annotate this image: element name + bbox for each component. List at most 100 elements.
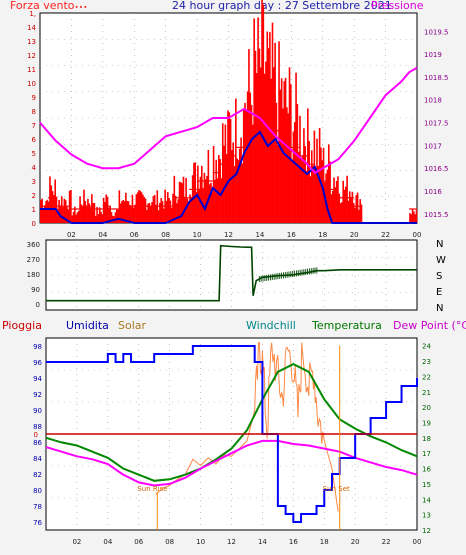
wind-speed-bar bbox=[341, 202, 343, 223]
wind-speed-bar bbox=[303, 128, 305, 223]
wind-speed-bar bbox=[85, 205, 88, 223]
wind-speed-bar bbox=[299, 115, 301, 223]
wind-speed-bar bbox=[207, 149, 210, 223]
wind-speed-bar bbox=[291, 161, 293, 223]
wind-speed-bar bbox=[77, 210, 80, 223]
wind-speed-bar bbox=[76, 212, 79, 223]
wind-speed-bar bbox=[178, 181, 181, 223]
wind-speed-bar bbox=[330, 194, 333, 223]
wind-speed-bar bbox=[129, 204, 131, 223]
wind-speed-bar bbox=[312, 165, 314, 223]
wind-speed-bar bbox=[121, 201, 123, 223]
pressure-axis-tick: 1019.5 bbox=[424, 28, 449, 36]
wind-speed-bar bbox=[67, 209, 70, 223]
wind-speed-bar bbox=[46, 199, 49, 223]
wind-speed-bar bbox=[151, 202, 153, 223]
wind-speed-bar bbox=[110, 211, 113, 223]
wind-speed-bar bbox=[261, 0, 263, 223]
wind-speed-bar bbox=[273, 67, 275, 224]
wind-speed-bar bbox=[155, 204, 157, 223]
humidity-axis-tick: 82 bbox=[33, 471, 42, 479]
wind-speed-bar bbox=[42, 207, 45, 223]
wind-speed-bar bbox=[327, 144, 330, 223]
wind-speed-bar bbox=[324, 182, 326, 223]
wind-speed-bar bbox=[360, 204, 363, 223]
wind-speed-bar bbox=[414, 214, 416, 223]
humidity-axis-tick: 94 bbox=[33, 375, 42, 383]
wind-speed-bar bbox=[79, 196, 81, 223]
humidity-axis-tick: 84 bbox=[33, 455, 42, 463]
wind-speed-bar bbox=[248, 49, 250, 224]
wind-speed-bar bbox=[185, 177, 187, 223]
wind-speed-bar bbox=[354, 207, 356, 223]
wind-speed-bar bbox=[50, 185, 53, 223]
wind-speed-bar bbox=[92, 203, 94, 223]
wind-speed-bar bbox=[252, 124, 254, 223]
wind-speed-bar bbox=[337, 176, 339, 223]
pressure-axis-tick: 1016.5 bbox=[424, 165, 449, 173]
wind-speed-bar bbox=[160, 198, 163, 223]
wind-speed-bar bbox=[142, 194, 144, 223]
wind-speed-bar bbox=[358, 209, 360, 223]
wind-speed-bar bbox=[149, 205, 152, 223]
wind-speed-bar bbox=[347, 200, 350, 223]
wind-speed-bar bbox=[229, 118, 232, 223]
wind-speed-bar bbox=[411, 209, 414, 223]
temperature-axis-tick: 23 bbox=[422, 358, 431, 366]
top-x-tick: 04 bbox=[98, 231, 107, 239]
wind-speed-bar bbox=[189, 194, 191, 223]
bottom-x-tick: 12 bbox=[227, 538, 236, 546]
temperature-axis-tick: 24 bbox=[422, 343, 431, 351]
wind-speed-bar bbox=[283, 81, 286, 223]
wind-speed-bar bbox=[115, 209, 118, 223]
wind-speed-bar bbox=[57, 208, 59, 223]
wind-speed-bar bbox=[317, 165, 320, 223]
wind-speed-bar bbox=[176, 203, 178, 223]
graph-title: 24 hour graph day : 27 Settembre 2021 bbox=[172, 0, 392, 12]
humidity-axis-tick: 86 bbox=[33, 439, 42, 447]
humidity-label: Umidita bbox=[66, 319, 109, 332]
pressure-axis-tick: 1018 bbox=[424, 97, 442, 105]
wind-speed-bar bbox=[125, 192, 127, 223]
temperature-line bbox=[45, 362, 418, 482]
wind-axis-tick: 13 bbox=[27, 38, 36, 46]
wind-speed-bar bbox=[224, 124, 227, 223]
wind-speed-bar bbox=[245, 110, 248, 223]
bottom-x-tick: 16 bbox=[289, 538, 298, 546]
wind-speed-bar bbox=[81, 206, 84, 223]
wind-speed-bar bbox=[350, 197, 352, 223]
pressure-title: Pressione bbox=[371, 0, 424, 12]
wind-speed-bar bbox=[227, 110, 229, 223]
wind-axis-tick: 4 bbox=[32, 164, 37, 172]
wind-axis-tick: 10 bbox=[27, 80, 36, 88]
wind-speed-bar bbox=[286, 107, 288, 223]
wind-speed-bar bbox=[228, 112, 231, 223]
humidity-axis-tick: 92 bbox=[33, 391, 42, 399]
wind-speed-bar bbox=[97, 214, 100, 223]
temperature-axis-tick: 22 bbox=[422, 373, 431, 381]
windchill-label: Windchill bbox=[246, 319, 296, 332]
wind-speed-bar bbox=[263, 73, 266, 223]
wind-speed-bar bbox=[255, 73, 258, 223]
wind-speed-bar bbox=[352, 203, 355, 223]
wind-speed-bar bbox=[221, 123, 224, 223]
wind-speed-bar bbox=[96, 206, 98, 223]
temperature-axis-tick: 12 bbox=[422, 527, 431, 535]
humidity-axis-tick: 96 bbox=[33, 359, 42, 367]
wind-speed-bar bbox=[166, 192, 169, 223]
wind-axis-tick: 1 bbox=[32, 206, 36, 214]
wind-speed-bar bbox=[270, 78, 272, 223]
wind-axis-tick: 5 bbox=[32, 150, 36, 158]
sunset-label: Sun Set bbox=[323, 485, 350, 493]
top-x-tick: 10 bbox=[193, 231, 202, 239]
wind-speed-bar bbox=[130, 205, 132, 223]
wind-gust-line bbox=[40, 130, 417, 224]
wind-axis-tick: 0 bbox=[32, 220, 36, 228]
wind-speed-bar bbox=[108, 207, 110, 223]
direction-compass-tick: S bbox=[436, 271, 442, 282]
wind-speed-bar bbox=[114, 212, 117, 223]
bottom-x-tick: 22 bbox=[382, 538, 391, 546]
wind-title-text: Forza vento bbox=[10, 0, 75, 12]
direction-plot bbox=[46, 244, 417, 302]
top-x-tick: 00 bbox=[413, 231, 422, 239]
